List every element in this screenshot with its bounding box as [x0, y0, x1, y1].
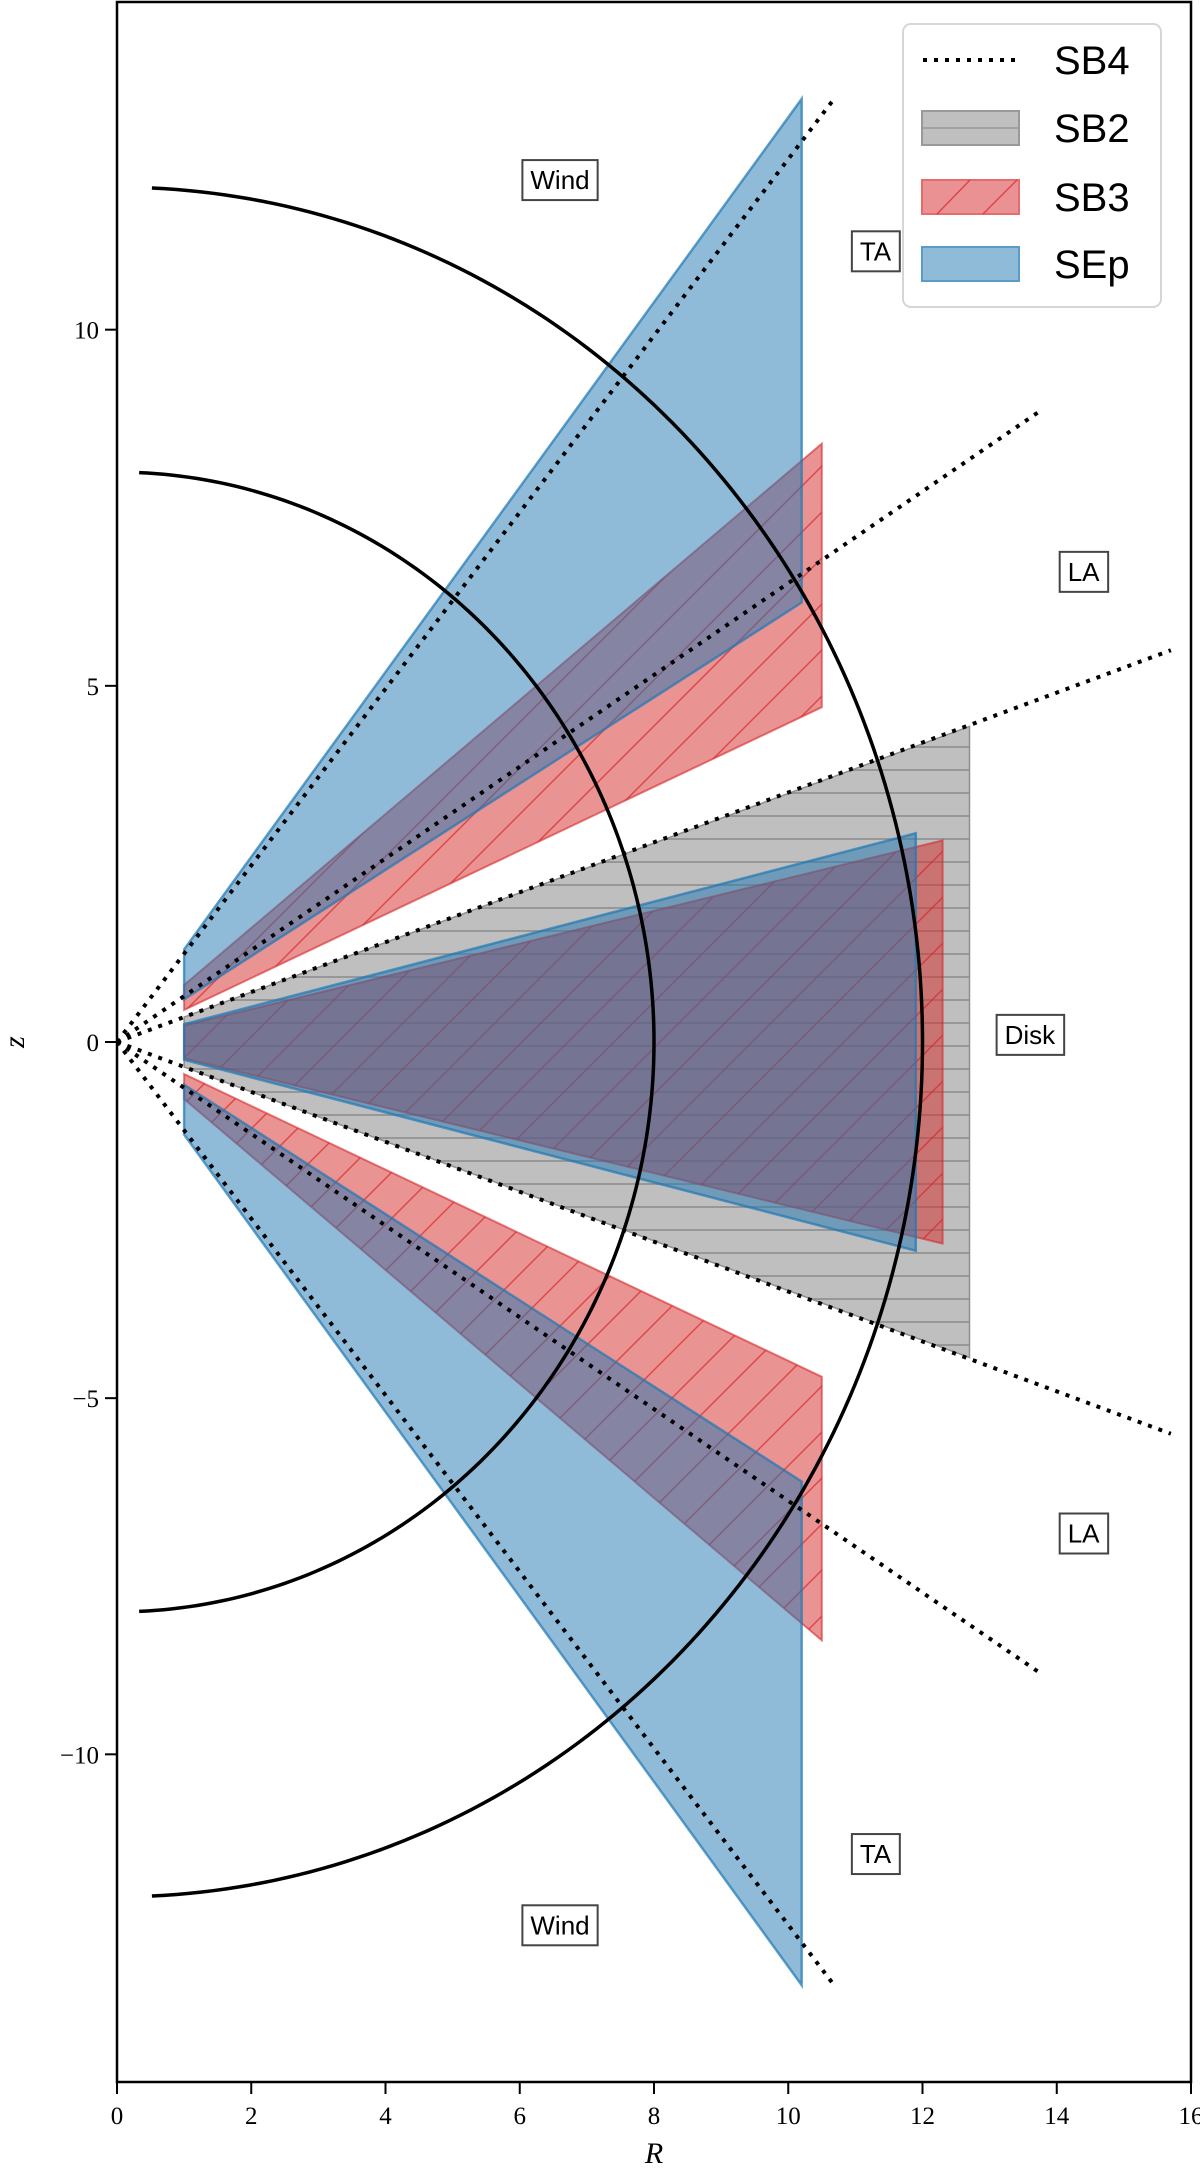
y-axis-label: z	[0, 1036, 31, 1049]
x-tick-label-3: 6	[514, 2103, 527, 2130]
annotation-text: TA	[860, 1839, 892, 1869]
legend: SB4 SB2 SB3 SEp	[902, 23, 1162, 308]
circle-arc-r8	[139, 470, 656, 1614]
legend-item-sb2: SB2	[921, 107, 1130, 151]
annotation-wind: Wind	[521, 1904, 599, 1947]
legend-swatch	[921, 179, 1020, 215]
legend-hatch	[936, 179, 971, 215]
legend-label: SB2	[1054, 107, 1130, 151]
legend-swatch	[921, 246, 1020, 282]
sep-region-1	[182, 831, 918, 1253]
x-tick-label-4: 8	[648, 2103, 661, 2130]
annotation-text: LA	[1068, 1519, 1100, 1549]
legend-label: SEp	[1054, 243, 1130, 287]
legend-item-sep: SEp	[921, 243, 1130, 287]
y-tick-label-3: 5	[87, 674, 100, 701]
x-tick-label-7: 14	[1044, 2103, 1070, 2130]
y-tick-label-0: −10	[60, 1742, 99, 1769]
annotation-la: LA	[1058, 1512, 1110, 1555]
x-tick-label-8: 16	[1179, 2103, 1200, 2130]
annotation-box	[995, 1013, 1066, 1056]
annotation-text: Wind	[530, 1910, 589, 1940]
x-tick-label-6: 12	[910, 2103, 935, 2130]
annotation-box	[850, 1833, 901, 1876]
y-tick-label-1: −5	[72, 1386, 99, 1413]
x-tick-label-5: 10	[776, 2103, 801, 2130]
x-axis-label: R	[644, 2137, 663, 2170]
annotation-text: Wind	[530, 165, 589, 195]
legend-item-sb4: SB4	[923, 39, 1130, 83]
axis-ticks: 0 2 4 6 8 10 12 14 16 −10 −5 0 5 10	[60, 318, 1200, 2130]
region-annotations: Wind TA LA Disk LA TA Wind	[521, 159, 1110, 1947]
annotation-wind: Wind	[521, 159, 599, 202]
y-tick-label-4: 10	[74, 318, 99, 345]
annotation-text: Disk	[1005, 1020, 1057, 1050]
legend-frame	[902, 23, 1162, 308]
annotation-box	[521, 159, 599, 202]
x-tick-label-1: 2	[245, 2103, 258, 2130]
legend-item-sb3: SB3	[921, 176, 1130, 220]
annotation-text: LA	[1068, 557, 1100, 587]
plot-area	[117, 95, 1172, 1989]
y-tick-label-2: 0	[87, 1030, 100, 1057]
annotation-text: TA	[860, 236, 892, 266]
annotation-box	[850, 230, 901, 273]
circle-arc-r12	[151, 186, 925, 1898]
annotation-disk: Disk	[995, 1013, 1066, 1056]
annotation-box	[521, 1904, 599, 1947]
annotation-ta: TA	[850, 1833, 901, 1876]
legend-hatch	[982, 179, 1018, 215]
annotation-box	[1058, 1512, 1110, 1555]
annotation-box	[1058, 550, 1110, 593]
x-tick-label-0: 0	[111, 2103, 124, 2130]
x-tick-label-2: 4	[379, 2103, 392, 2130]
annotation-ta: TA	[850, 230, 901, 273]
sb4-line-3	[117, 1040, 1172, 1436]
legend-label: SB3	[1054, 176, 1130, 220]
annotation-la: LA	[1058, 550, 1110, 593]
legend-label: SB4	[1054, 39, 1130, 83]
sb4-line-2	[117, 648, 1172, 1044]
